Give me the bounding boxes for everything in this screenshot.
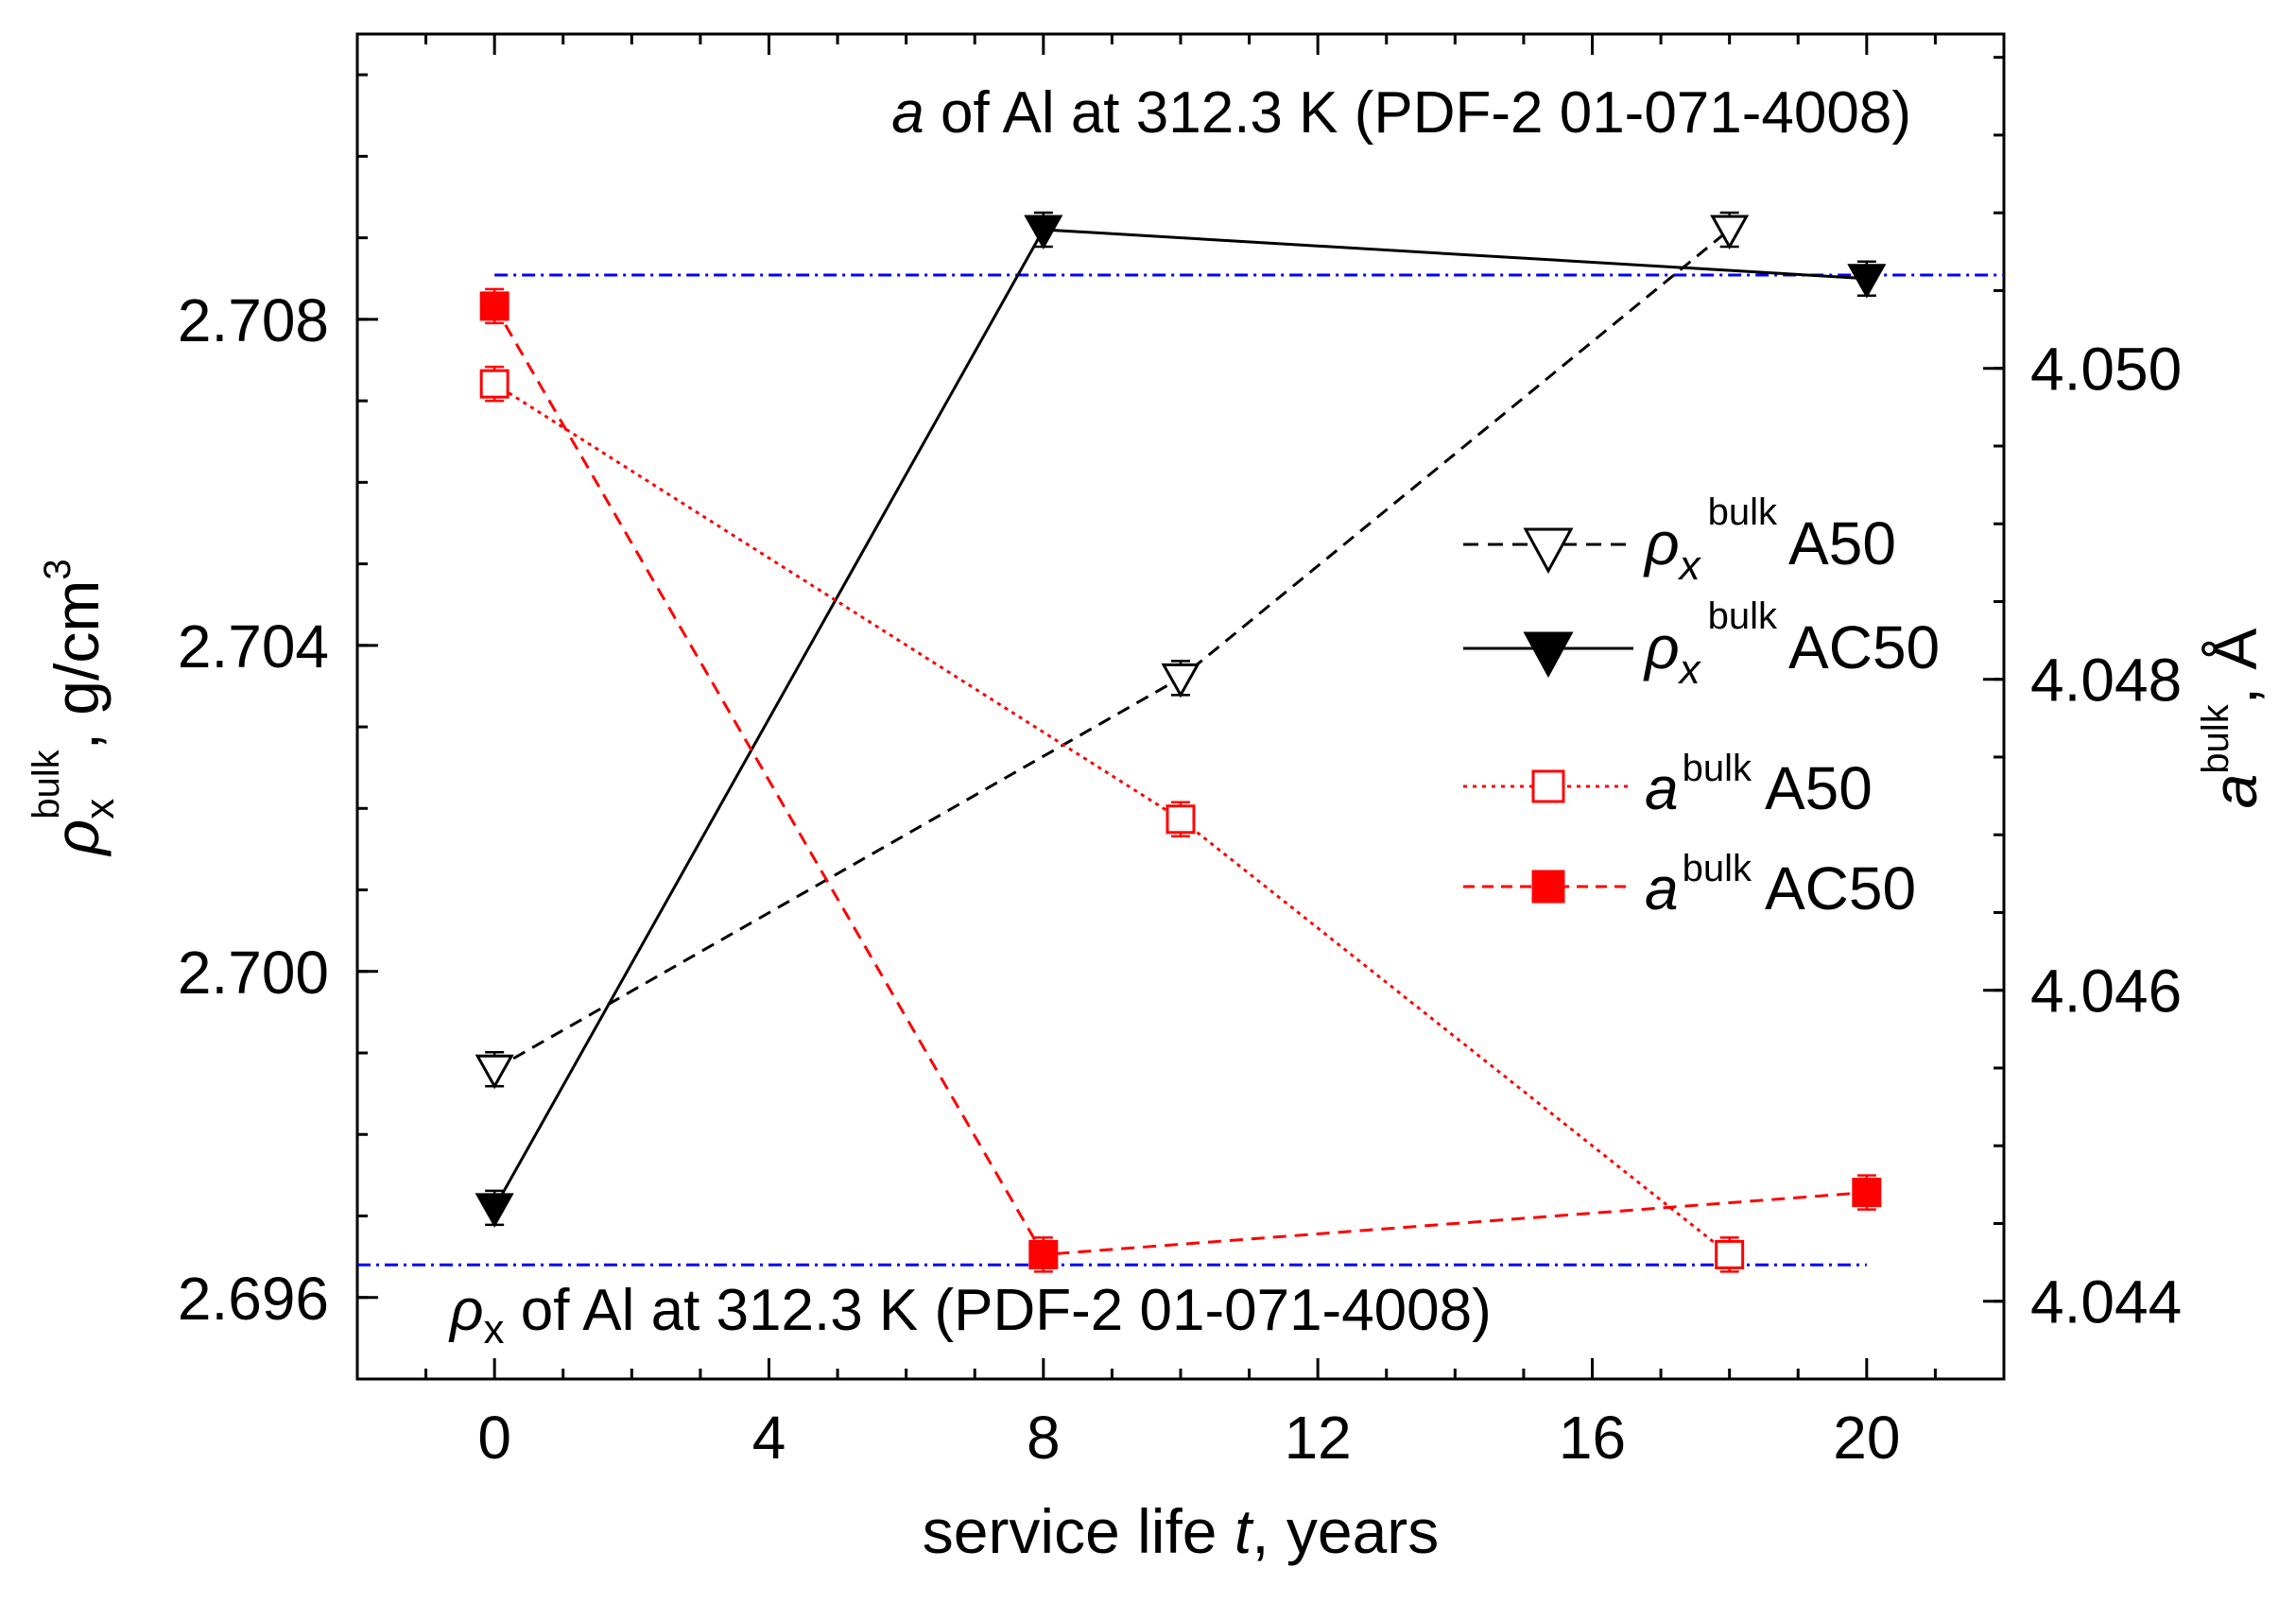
x-tick-label: 0 <box>477 1404 511 1472</box>
annotation-top-symbol: a <box>891 80 924 146</box>
legend-marker-rho-a50 <box>1523 527 1574 575</box>
y-left-tick-label: 2.704 <box>178 612 329 681</box>
legend-item-a-a50: a bulk A50 <box>1463 748 1873 822</box>
y-axis-left-title: ρxbulk, g/cm3 <box>26 559 123 856</box>
data-point-3 <box>479 291 509 321</box>
data-point-2 <box>1715 1239 1745 1269</box>
legend-item-a-ac50: a bulk AC50 <box>1463 848 1916 922</box>
legend-rho-ac50-sub: x <box>1678 646 1702 693</box>
legend-marker-a-ac50 <box>1531 870 1565 904</box>
y-left-title-unit-sup: 3 <box>37 559 78 579</box>
series-layer <box>475 211 1887 1273</box>
data-point-1 <box>475 1193 514 1228</box>
y-left-tick-label: 2.708 <box>178 286 329 354</box>
legend-a-ac50-name: AC50 <box>1765 854 1916 922</box>
y-left-title-unit: , g/cm <box>42 580 112 750</box>
annotation-top-text: of Al at 312.3 K (PDF-2 01-071-4008) <box>924 80 1911 146</box>
y-right-tick-label: 4.046 <box>2030 957 2182 1026</box>
y-axis-right: 4.044 4.046 4.048 4.050 <box>1983 56 2182 1381</box>
y-right-title-symbol: a <box>2200 774 2270 809</box>
data-point-3 <box>1028 1239 1059 1269</box>
legend-rho-ac50-symbol: ρ <box>1643 613 1680 681</box>
annotation-bottom-symbol: ρ <box>448 1278 484 1343</box>
y-left-title-symbol: ρ <box>42 819 112 857</box>
legend-item-rho-ac50: ρxbulk AC50 <box>1463 595 1940 693</box>
y-axis-right-title: abulk, Å <box>2195 629 2270 809</box>
annotation-bottom-text: of Al at 312.3 K (PDF-2 01-071-4008) <box>505 1278 1492 1343</box>
legend-a-ac50-sup: bulk <box>1683 848 1752 889</box>
legend-rho-a50-symbol: ρ <box>1643 509 1680 577</box>
data-point-0 <box>1161 663 1200 698</box>
series-line-2 <box>493 382 1731 1256</box>
legend-rho-a50-name: A50 <box>1788 509 1896 577</box>
x-axis-title-var: t <box>1234 1496 1254 1566</box>
x-tick-label: 12 <box>1285 1404 1352 1472</box>
annotation-top: a of Al at 312.3 K (PDF-2 01-071-4008) <box>891 80 1911 146</box>
y-left-title-sub: x <box>77 799 123 819</box>
data-point-1 <box>1024 215 1063 250</box>
x-axis: 0 4 8 12 16 20 <box>355 34 2006 1472</box>
y-right-tick-label: 4.050 <box>2030 336 2182 404</box>
legend-a-a50-name: A50 <box>1765 754 1873 822</box>
legend-a-ac50-symbol: a <box>1645 854 1679 922</box>
x-tick-label: 16 <box>1559 1404 1626 1472</box>
x-axis-title-prefix: service life <box>923 1496 1234 1566</box>
legend-marker-rho-ac50 <box>1523 631 1574 679</box>
data-point-0 <box>1710 215 1750 250</box>
y-left-tick-label: 2.696 <box>178 1265 329 1333</box>
legend-a-a50-symbol: a <box>1645 754 1679 822</box>
y-right-tick-label: 4.048 <box>2030 646 2182 715</box>
legend-rho-ac50-sup: bulk <box>1708 595 1778 637</box>
legend-rho-a50-sup: bulk <box>1708 491 1778 533</box>
legend-label-a-a50: a bulk A50 <box>1645 748 1873 822</box>
x-tick-label: 8 <box>1027 1404 1061 1472</box>
y-left-tick-label: 2.700 <box>178 939 329 1007</box>
x-tick-label: 20 <box>1833 1404 1900 1472</box>
legend-label-a-ac50: a bulk AC50 <box>1645 848 1916 922</box>
annotation-bottom-sub: x <box>484 1306 505 1353</box>
legend-label-rho-ac50: ρxbulk AC50 <box>1643 595 1940 693</box>
legend-rho-ac50-name: AC50 <box>1788 613 1940 681</box>
plot-frame <box>355 32 2006 1381</box>
y-axis-left: 2.696 2.700 2.704 2.708 <box>178 73 378 1381</box>
y-right-tick-label: 4.044 <box>2030 1268 2182 1336</box>
y-left-title-sup: bulk <box>26 749 67 819</box>
y-right-title-sup: bulk <box>2195 703 2236 773</box>
data-point-2 <box>1165 804 1196 835</box>
data-point-3 <box>1852 1178 1882 1208</box>
legend-item-rho-a50: ρxbulk A50 <box>1463 491 1896 589</box>
data-point-2 <box>479 369 509 399</box>
series-line-1 <box>492 228 1867 1209</box>
data-point-1 <box>1847 264 1887 299</box>
data-point-0 <box>475 1054 514 1090</box>
x-axis-title-suffix: , years <box>1252 1496 1439 1566</box>
legend-marker-a-a50 <box>1531 769 1565 803</box>
y-right-title-unit: , Å <box>2200 629 2270 705</box>
legend-label-rho-a50: ρxbulk A50 <box>1643 491 1896 589</box>
legend-rho-a50-sub: x <box>1678 543 1702 589</box>
x-axis-title: service life t, years <box>923 1496 1440 1566</box>
x-tick-label: 4 <box>752 1404 786 1472</box>
reference-lines <box>357 273 2004 1267</box>
legend: ρxbulk A50 ρxbulk AC50 a bulk A50 a bulk AC50 <box>1463 491 1940 922</box>
legend-a-a50-sup: bulk <box>1683 748 1752 789</box>
annotation-bottom: ρx of Al at 312.3 K (PDF-2 01-071-4008) <box>448 1278 1492 1353</box>
